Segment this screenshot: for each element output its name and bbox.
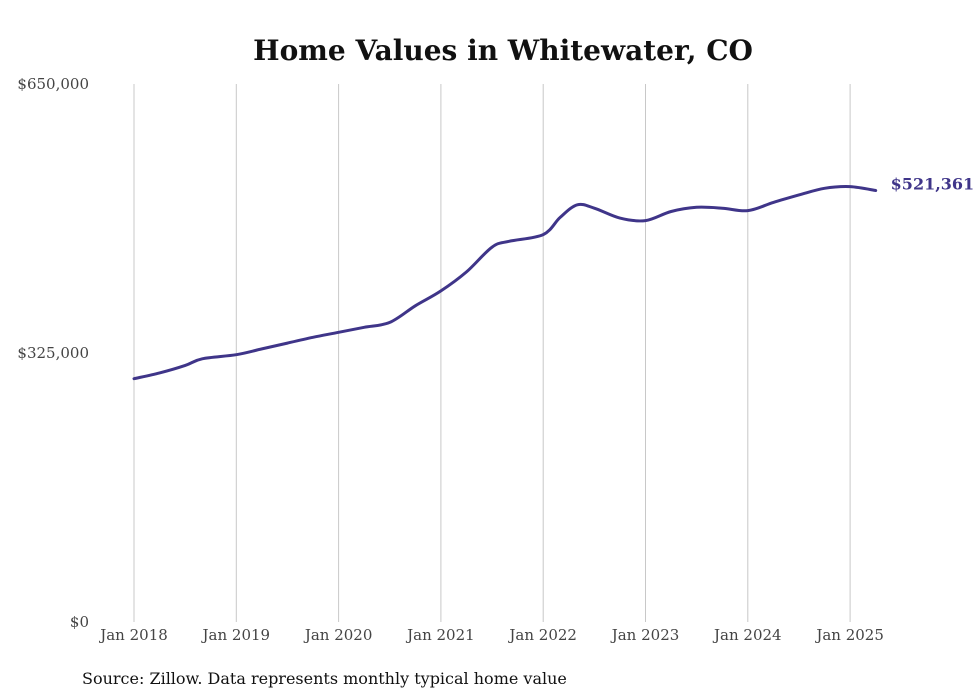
line-series: $521,361 bbox=[132, 174, 975, 381]
x-tick-label: Jan 2022 bbox=[507, 626, 577, 644]
x-axis-ticks: Jan 2018 Jan 2019 Jan 2020 Jan 2021 Jan 2022… bbox=[98, 626, 884, 644]
end-value-label: $521,361 bbox=[891, 174, 975, 193]
x-tick-label: Jan 2018 bbox=[98, 626, 168, 644]
x-tick-label: Jan 2019 bbox=[201, 626, 271, 644]
gridlines bbox=[133, 84, 851, 622]
source-note: Source: Zillow. Data represents monthly … bbox=[82, 669, 567, 688]
y-tick-label: $0 bbox=[70, 613, 89, 631]
x-tick-label: Jan 2020 bbox=[303, 626, 373, 644]
y-tick-label: $650,000 bbox=[17, 75, 89, 93]
y-axis-ticks: $0 $325,000 $650,000 bbox=[17, 75, 89, 631]
series-line bbox=[132, 185, 878, 381]
y-tick-label: $325,000 bbox=[17, 344, 89, 362]
chart-title: Home Values in Whitewater, CO bbox=[253, 34, 753, 67]
x-tick-label: Jan 2023 bbox=[610, 626, 680, 644]
x-tick-label: Jan 2021 bbox=[405, 626, 475, 644]
x-tick-label: Jan 2024 bbox=[712, 626, 782, 644]
x-tick-label: Jan 2025 bbox=[814, 626, 884, 644]
